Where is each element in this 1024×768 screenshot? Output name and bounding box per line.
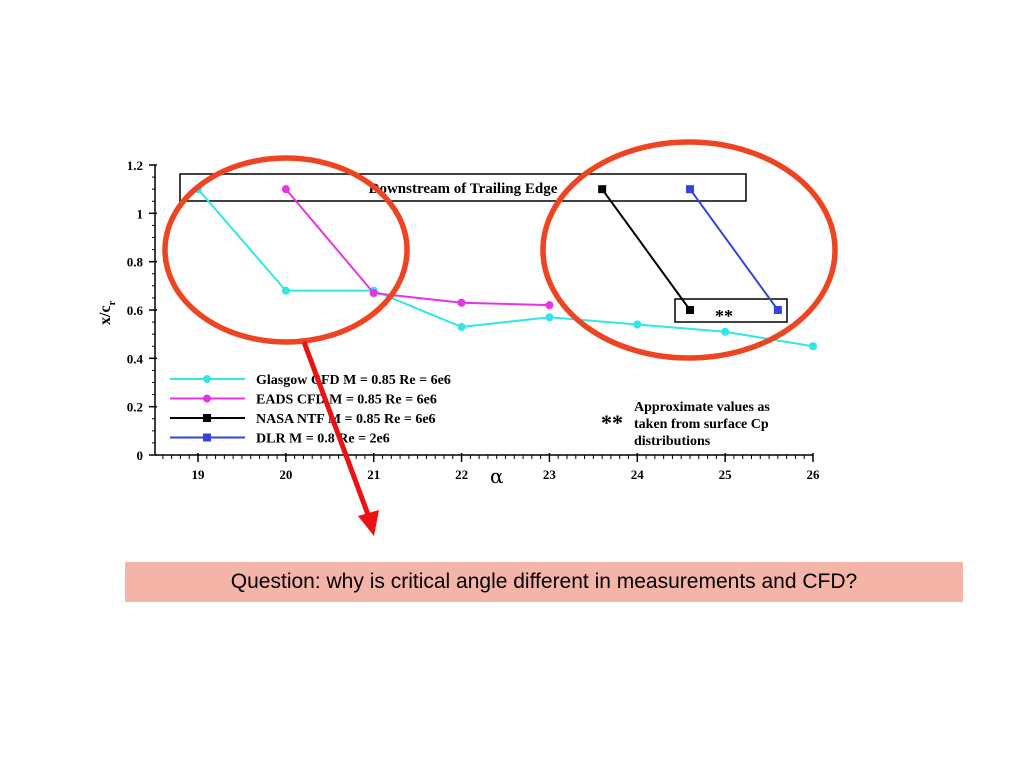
series-point-0 xyxy=(457,322,466,331)
legend-label-0: Glasgow CFD M = 0.85 Re = 6e6 xyxy=(256,373,451,388)
series-point-3 xyxy=(686,185,694,194)
question-banner: Question: why is critical angle differen… xyxy=(125,562,963,602)
question-text: Question: why is critical angle differen… xyxy=(230,570,858,593)
note-stars: ** xyxy=(601,410,623,435)
legend-marker-3 xyxy=(203,433,211,442)
note-block: ** Approximate values as taken from surf… xyxy=(601,400,770,449)
y-axis-label: x/cr xyxy=(97,300,118,325)
x-tick-label: 23 xyxy=(543,467,557,482)
series-line-2 xyxy=(601,188,691,311)
legend-marker-0 xyxy=(203,375,211,383)
y-tick-label: 0.4 xyxy=(127,351,144,366)
x-tick-label: 26 xyxy=(807,467,821,482)
legend-marker-2 xyxy=(203,414,211,422)
series-layer xyxy=(194,185,817,351)
downstream-label: Downstream of Trailing Edge xyxy=(369,181,558,197)
x-tick-label: 22 xyxy=(455,467,468,482)
downstream-box xyxy=(179,173,747,202)
x-axis-label: α xyxy=(490,464,504,488)
x-tick-label: 21 xyxy=(367,467,380,482)
arrow-head xyxy=(358,510,379,536)
series-point-1 xyxy=(457,298,466,307)
series-point-2 xyxy=(598,185,607,194)
note-line-1: Approximate values as xyxy=(634,400,770,415)
series-point-2 xyxy=(686,306,694,314)
y-tick-label: 0.6 xyxy=(127,303,144,318)
note-line-2: taken from surface Cp xyxy=(634,417,769,432)
arrow-shaft xyxy=(301,341,373,521)
x-tick-label: 25 xyxy=(719,467,733,482)
series-line-1 xyxy=(285,188,550,307)
series-point-0 xyxy=(721,327,730,336)
annotation-boxes: Downstream of Trailing Edge ** xyxy=(179,173,788,326)
series-point-0 xyxy=(809,342,817,351)
series-point-0 xyxy=(545,313,554,322)
y-tick-label: 1.2 xyxy=(127,158,143,173)
series-point-3 xyxy=(773,306,782,314)
series-line-3 xyxy=(689,188,779,311)
highlight-overlay xyxy=(162,139,838,536)
stars-box xyxy=(674,298,788,323)
stars-label: ** xyxy=(715,306,733,326)
legend-label-3: DLR M = 0.8 Re = 2e6 xyxy=(256,432,390,447)
axes: 0 0.2 0.4 0.6 0.8 1 1.2 19 20 21 22 23 24 25 26 α x/cr xyxy=(97,158,820,488)
legend: Glasgow CFD M = 0.85 Re = 6e6 EADS CFD M … xyxy=(170,373,451,447)
y-tick-label: 0 xyxy=(137,448,144,463)
series-point-1 xyxy=(281,185,290,194)
left-highlight-circle xyxy=(162,155,410,345)
series-line-0 xyxy=(197,188,814,348)
note-line-3: distributions xyxy=(634,434,711,449)
legend-label-2: NASA NTF M = 0.85 Re = 6e6 xyxy=(256,412,436,427)
series-point-1 xyxy=(369,289,378,298)
series-point-1 xyxy=(545,301,554,310)
x-tick-label: 20 xyxy=(279,467,292,482)
right-highlight-circle xyxy=(540,139,838,361)
x-tick-label: 19 xyxy=(192,467,206,482)
legend-marker-1 xyxy=(203,394,211,403)
y-tick-label: 0.2 xyxy=(127,400,143,415)
legend-label-1: EADS CFD M = 0.85 Re = 6e6 xyxy=(256,393,437,408)
y-axis-label-subscript: r xyxy=(106,300,118,305)
series-point-0 xyxy=(633,320,642,329)
y-tick-label: 1 xyxy=(137,206,144,221)
series-point-0 xyxy=(281,286,290,295)
x-tick-label: 24 xyxy=(631,467,645,482)
y-tick-label: 0.8 xyxy=(127,255,144,270)
